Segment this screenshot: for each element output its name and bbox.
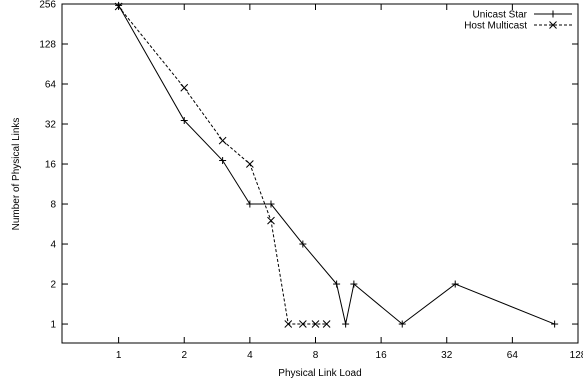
- series-1-point: [267, 216, 275, 225]
- series-1-point: [218, 136, 227, 145]
- y-tick-label: 128: [39, 40, 56, 51]
- x-tick-label: 1: [116, 350, 122, 361]
- x-tick-label: 16: [376, 350, 388, 361]
- y-tick-label: 16: [45, 160, 57, 171]
- series-0-point: [350, 280, 358, 288]
- y-tick-label: 256: [39, 0, 56, 11]
- series-1-point: [322, 320, 331, 328]
- series-line-1: [118, 6, 327, 325]
- y-tick-label: 64: [45, 80, 57, 91]
- series-0-point: [451, 280, 459, 288]
- series-0-point: [115, 1, 123, 9]
- series-1-point: [114, 2, 123, 11]
- legend-marker-0: [549, 10, 557, 18]
- series-0-point: [333, 280, 341, 288]
- y-tick-label: 8: [50, 200, 56, 211]
- x-tick-label: 2: [181, 350, 187, 361]
- series-0-point: [342, 320, 350, 328]
- series-1-point: [180, 83, 189, 92]
- series-0-point: [398, 320, 406, 328]
- legend-label-0: Unicast Star: [473, 10, 528, 21]
- legend-label-1: Host Multicast: [464, 21, 527, 32]
- x-tick-label: 8: [313, 350, 319, 361]
- axes-layer: 1 2 4 8 16 32 64 128 1 2 4 8 16 32 64 128 256: [39, 0, 583, 361]
- series-1-point: [311, 320, 320, 328]
- legend-marker-1: [549, 21, 557, 29]
- series-1-point: [246, 160, 254, 168]
- series-0-point: [246, 200, 254, 208]
- series-0-point: [180, 117, 188, 125]
- series-line-0: [118, 5, 555, 325]
- y-tick-label: 32: [45, 120, 57, 131]
- x-tick-label: 32: [441, 350, 453, 361]
- plot-frame: [61, 3, 579, 344]
- series-0-point: [299, 240, 307, 248]
- y-tick-label: 1: [50, 320, 56, 331]
- series-layer: [114, 1, 559, 328]
- y-tick-label: 2: [50, 280, 56, 291]
- x-axis-label: Physical Link Load: [278, 368, 361, 379]
- x-tick-label: 128: [570, 350, 583, 361]
- series-1-point: [298, 320, 307, 328]
- x-tick-label: 4: [247, 350, 253, 361]
- series-1-point: [284, 320, 293, 328]
- x-tick-label: 64: [507, 350, 519, 361]
- y-tick-label: 4: [50, 240, 56, 251]
- y-axis-label: Number of Physical Links: [11, 118, 22, 231]
- series-0-point: [551, 320, 559, 328]
- series-0-point: [267, 200, 275, 208]
- series-0-point: [219, 157, 227, 165]
